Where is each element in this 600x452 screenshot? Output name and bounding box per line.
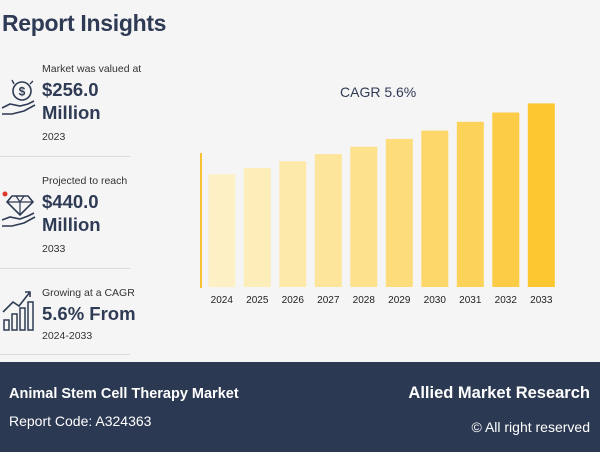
bar-2030 [421, 130, 449, 287]
x-tick-label: 2024 [211, 295, 234, 306]
stat-label: Projected to reach [42, 175, 128, 187]
bar-2032 [492, 112, 520, 287]
bar-2025 [243, 167, 271, 287]
brand-name: Allied Market Research [408, 384, 590, 402]
x-tick-label: 2028 [353, 295, 376, 306]
divider [0, 268, 130, 269]
stat-market-value: $ Market was valued at $256.0 Million 20… [0, 60, 141, 156]
svg-text:$: $ [19, 85, 26, 99]
stat-value: 5.6% From [42, 303, 136, 324]
money-hand-icon: $ [0, 78, 38, 118]
diamond-hand-icon [0, 188, 38, 228]
x-tick-label: 2027 [317, 295, 340, 306]
footer [0, 362, 600, 452]
x-tick-label: 2031 [459, 295, 482, 306]
report-code: Report Code: A324363 [9, 413, 152, 429]
stat-value: $440.0 Million [42, 191, 101, 235]
copyright: © All right reserved [471, 419, 590, 435]
x-tick-label: 2026 [282, 295, 305, 306]
bar-2028 [350, 146, 378, 287]
stat-value: $256.0 Million [42, 79, 101, 123]
divider [0, 156, 130, 157]
bar-2027 [314, 154, 342, 287]
bar-2031 [456, 121, 484, 287]
stat-year: 2033 [42, 243, 66, 255]
x-tick-label: 2033 [530, 295, 553, 306]
x-tick-label: 2032 [495, 295, 518, 306]
bar-chart: 2024 2025 2026 2027 2028 2029 2030 2031 2032 2033 [200, 103, 555, 306]
stat-label: Market was valued at [42, 63, 142, 75]
stat-label: Growing at a CAGR [42, 287, 135, 299]
market-name: Animal Stem Cell Therapy Market [9, 386, 239, 402]
bar-2026 [279, 161, 307, 287]
divider [0, 354, 130, 355]
stat-year: 2024-2033 [42, 330, 93, 342]
x-tick-label: 2025 [246, 295, 269, 306]
stat-projected-value: Projected to reach $440.0 Million 2033 [0, 172, 130, 268]
bar-2029 [385, 138, 413, 287]
growth-bars-icon [0, 286, 38, 331]
bar-2024 [208, 174, 236, 287]
x-tick-label: 2030 [424, 295, 447, 306]
bar-2033 [527, 103, 555, 288]
page-title: Report Insights [2, 10, 167, 36]
stat-year: 2023 [42, 131, 66, 143]
x-tick-label: 2029 [388, 295, 411, 306]
stat-cagr: Growing at a CAGR 5.6% From 2024-2033 [0, 284, 136, 356]
chart-title: CAGR 5.6% [340, 84, 417, 100]
